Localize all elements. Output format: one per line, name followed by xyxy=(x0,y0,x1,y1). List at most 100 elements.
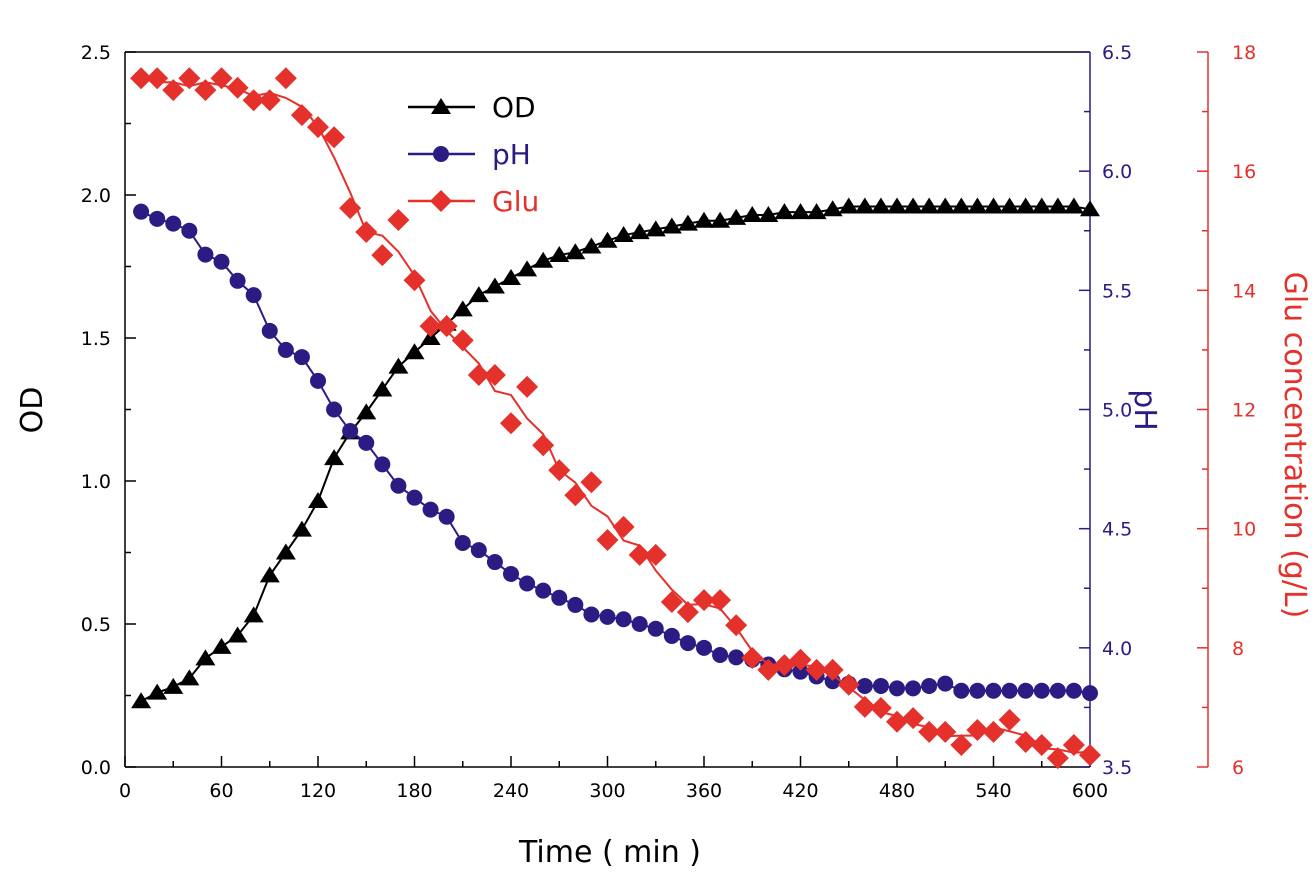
od-tick-label: 1.0 xyxy=(81,471,111,493)
data-point-od xyxy=(517,260,538,277)
data-point-od xyxy=(243,606,264,623)
data-point-ph xyxy=(1033,682,1050,699)
data-point-ph xyxy=(486,554,503,571)
data-point-ph xyxy=(679,635,696,652)
od-tick-label: 0.0 xyxy=(81,757,111,779)
data-point-od xyxy=(179,669,200,686)
data-point-glu xyxy=(580,471,603,494)
data-point-od xyxy=(919,197,940,214)
series-layer xyxy=(130,67,1101,770)
data-point-od xyxy=(822,200,843,217)
data-point-od xyxy=(854,197,875,214)
x-tick-label: 480 xyxy=(879,780,915,802)
data-point-ph xyxy=(728,649,745,666)
data-point-ph xyxy=(567,596,584,613)
data-point-od xyxy=(147,683,168,700)
data-point-od xyxy=(677,214,698,231)
data-point-od xyxy=(356,403,377,420)
x-tick-label: 360 xyxy=(686,780,722,802)
data-point-ph xyxy=(358,434,375,451)
data-point-od xyxy=(275,543,296,560)
data-point-glu xyxy=(709,589,732,612)
data-point-glu xyxy=(821,658,844,681)
data-point-od xyxy=(629,223,650,240)
x-tick-label: 180 xyxy=(396,780,432,802)
ph-tick-label: 6.5 xyxy=(1102,42,1132,64)
od-tick-label: 0.5 xyxy=(81,614,111,636)
data-point-od xyxy=(1015,197,1036,214)
data-point-od xyxy=(613,226,634,243)
data-point-glu xyxy=(869,697,892,720)
data-point-od xyxy=(806,203,827,220)
ph-tick-label: 6.0 xyxy=(1102,161,1132,183)
data-point-glu xyxy=(741,646,764,669)
glu-tick-label: 6 xyxy=(1232,757,1244,779)
data-point-od xyxy=(372,380,393,397)
data-point-ph xyxy=(1017,682,1034,699)
data-point-glu xyxy=(162,79,185,102)
data-point-od xyxy=(983,197,1004,214)
fit-line-ph xyxy=(140,210,1091,695)
data-point-ph xyxy=(454,534,471,551)
data-point-ph xyxy=(261,322,278,339)
x-tick-label: 120 xyxy=(300,780,336,802)
data-point-od xyxy=(484,277,505,294)
ph-axis-title: pH xyxy=(1127,389,1162,431)
data-point-glu xyxy=(210,67,233,90)
data-point-od xyxy=(1063,197,1084,214)
glu-axis-title: Glu concentration (g/L) xyxy=(1277,272,1312,619)
data-point-ph xyxy=(133,203,150,220)
data-point-od xyxy=(710,211,731,228)
ph-tick-label: 5.0 xyxy=(1102,400,1132,422)
data-point-ph xyxy=(519,575,536,592)
data-point-glu xyxy=(853,695,876,718)
data-point-glu xyxy=(532,434,555,457)
data-point-glu xyxy=(130,67,153,90)
data-point-glu xyxy=(258,89,281,112)
x-tick-label: 0 xyxy=(119,780,131,802)
data-point-ph xyxy=(326,401,343,418)
ph-tick-label: 4.5 xyxy=(1102,519,1132,541)
data-point-od xyxy=(468,286,489,303)
ph-tick-label: 3.5 xyxy=(1102,757,1132,779)
data-point-od xyxy=(501,268,521,285)
data-point-glu xyxy=(371,244,394,267)
data-point-ph xyxy=(213,253,230,270)
data-point-ph xyxy=(149,210,166,227)
legend-item-glu: Glu xyxy=(408,185,539,218)
data-point-glu xyxy=(564,484,587,507)
data-point-ph xyxy=(422,501,439,518)
data-point-glu xyxy=(660,590,683,613)
data-point-ph xyxy=(792,663,809,680)
data-point-od xyxy=(967,197,988,214)
glu-tick-label: 10 xyxy=(1232,519,1256,541)
series-od xyxy=(131,197,1100,709)
data-point-glu xyxy=(194,79,217,102)
data-point-glu xyxy=(966,719,989,742)
glu-tick-label: 16 xyxy=(1232,161,1256,183)
glu-tick-label: 18 xyxy=(1232,42,1256,64)
data-point-od xyxy=(388,357,409,374)
data-point-glu xyxy=(435,315,458,338)
data-point-ph xyxy=(583,606,600,623)
x-tick-label: 240 xyxy=(493,780,529,802)
data-point-ph xyxy=(696,639,712,656)
data-point-od xyxy=(195,649,216,666)
data-point-ph xyxy=(277,341,294,358)
data-point-ph xyxy=(438,508,455,525)
data-point-ph xyxy=(889,680,905,697)
data-point-ph xyxy=(1082,685,1098,702)
data-point-od xyxy=(452,300,473,317)
data-point-glu xyxy=(516,375,539,398)
data-point-od xyxy=(935,197,956,214)
data-point-ph xyxy=(310,372,326,389)
x-axis-title: Time ( min ) xyxy=(518,835,701,870)
legend-item-ph: pH xyxy=(408,138,531,171)
data-point-ph xyxy=(535,582,552,599)
data-point-glu xyxy=(500,412,522,435)
data-point-ph xyxy=(181,222,198,239)
data-point-ph xyxy=(905,680,922,697)
data-point-glu xyxy=(902,707,925,730)
data-point-od xyxy=(324,449,345,466)
data-point-od xyxy=(742,206,763,223)
